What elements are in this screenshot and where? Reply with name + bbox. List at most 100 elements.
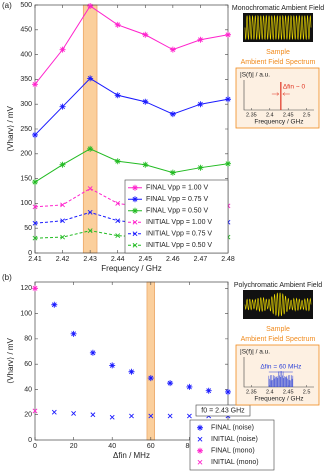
- spectrum-ylabel: |S(f)| / a.u.: [240, 349, 270, 356]
- marker: [70, 330, 77, 337]
- marker: [147, 375, 154, 382]
- marker: [114, 21, 121, 28]
- marker: [114, 92, 121, 99]
- legend-marker: [132, 196, 138, 203]
- y-tick-label: 120: [20, 285, 32, 292]
- marker: [225, 388, 231, 395]
- y-tick-label: 60: [24, 361, 32, 368]
- series-line: [34, 5, 229, 85]
- y-tick-label: 400: [20, 51, 32, 58]
- marker: [32, 131, 38, 138]
- legend-marker: [132, 231, 138, 237]
- annotation-box: [195, 404, 251, 417]
- highlight-band: [82, 4, 98, 254]
- marker: [60, 202, 65, 208]
- marker: [32, 235, 38, 241]
- marker: [51, 301, 58, 308]
- x-tick-label: 2.46: [166, 256, 180, 263]
- y-tick-label: 40: [24, 386, 32, 393]
- legend-marker: [197, 447, 203, 454]
- y-tick-label: 150: [20, 175, 32, 182]
- y-tick-label: 300: [20, 101, 32, 108]
- spectrum-tick-label: 2.35: [246, 112, 257, 118]
- y-tick-label: 200: [20, 151, 32, 158]
- marker: [115, 218, 121, 224]
- spectrum-annotation: Δfin ~ 0: [283, 84, 306, 91]
- y-tick-label: 100: [20, 200, 32, 207]
- y-tick-label: 500: [20, 2, 32, 9]
- legend-marker: [132, 242, 138, 248]
- spectrum-xlabel: Frequency / GHz: [254, 396, 303, 403]
- marker: [186, 383, 193, 390]
- spectrum-tick-label: 2.35: [246, 389, 257, 395]
- marker: [32, 408, 38, 414]
- spectrum-xlabel: Frequency / GHz: [254, 119, 303, 126]
- series-line: [34, 211, 229, 227]
- marker: [60, 218, 65, 224]
- x-axis-label: Δfin / MHz: [113, 451, 150, 460]
- legend-marker: [197, 424, 203, 431]
- y-tick-label: 450: [20, 27, 32, 34]
- x-tick-label: 80: [186, 443, 194, 450]
- marker: [32, 285, 38, 292]
- legend-label: FINAL (mono): [211, 448, 255, 455]
- x-tick-label: 2.48: [221, 256, 235, 263]
- series-line: [34, 77, 229, 136]
- marker: [60, 234, 65, 240]
- x-tick-label: 0: [33, 443, 37, 450]
- marker: [197, 101, 204, 108]
- legend-marker: [197, 459, 203, 465]
- panel-label: (b): [2, 273, 12, 282]
- marker: [148, 413, 154, 419]
- spectrum-tick-label: 2.5: [303, 389, 311, 395]
- spectrum-tick-label: 2.45: [283, 112, 294, 118]
- inset-sample: Sample: [266, 49, 290, 56]
- x-tick-label: 2.44: [111, 256, 125, 263]
- marker: [225, 160, 231, 167]
- x-tick-label: 2.45: [138, 256, 152, 263]
- marker: [167, 413, 173, 419]
- spectrum-tick-label: 2.45: [283, 389, 294, 395]
- legend-label: FINAL Vpp = 1.00 V: [146, 185, 209, 192]
- legend-label: FINAL Vpp = 0.50 V: [146, 208, 209, 215]
- x-axis-label: Frequency / GHz: [101, 264, 161, 273]
- marker: [186, 413, 192, 419]
- y-tick-label: 80: [24, 336, 32, 343]
- series-line: [34, 148, 229, 183]
- spectrum-box: [235, 344, 320, 406]
- x-tick-label: 2.42: [56, 256, 70, 263]
- inset-sample: Sample: [266, 326, 290, 333]
- marker: [115, 233, 121, 239]
- x-tick-label: 2.47: [194, 256, 208, 263]
- spectrum-box: [235, 67, 320, 129]
- y-tick-label: 350: [20, 76, 32, 83]
- marker: [59, 161, 66, 168]
- marker: [142, 31, 149, 38]
- marker: [225, 96, 231, 103]
- x-tick-label: 40: [108, 443, 116, 450]
- marker: [87, 209, 93, 215]
- x-tick-label: 2.41: [28, 256, 42, 263]
- spectrum-tick-label: 2.4: [266, 389, 274, 395]
- marker: [225, 31, 231, 38]
- marker: [167, 380, 174, 387]
- annotation: f0 = 2.43 GHz: [201, 407, 245, 414]
- spectrum-ylabel: |S(f)| / a.u.: [240, 72, 270, 79]
- marker: [142, 161, 149, 168]
- marker: [169, 111, 176, 118]
- marker: [142, 98, 149, 105]
- panel-label: (a): [2, 1, 12, 10]
- marker: [87, 145, 94, 152]
- y-tick-label: 250: [20, 126, 32, 133]
- marker: [115, 200, 121, 206]
- y-tick-label: 100: [20, 310, 32, 317]
- spectrum-tick-label: 2.5: [303, 112, 311, 118]
- y-tick-label: 0: [28, 437, 32, 444]
- marker: [87, 2, 94, 9]
- marker: [114, 158, 121, 165]
- legend-label: INITIAL (mono): [211, 459, 259, 466]
- marker: [32, 220, 38, 226]
- y-tick-label: 20: [24, 412, 32, 419]
